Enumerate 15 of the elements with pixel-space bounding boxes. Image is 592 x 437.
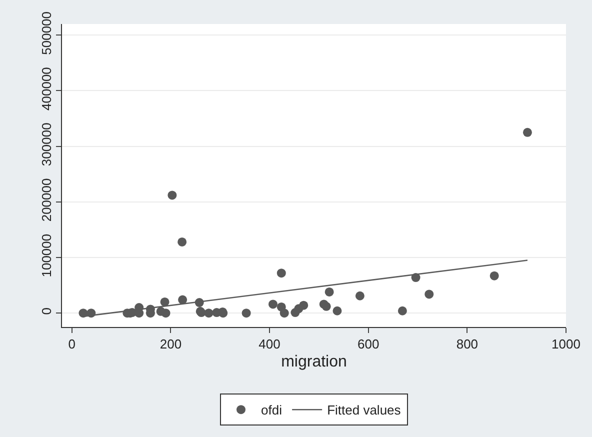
y-tick-label: 100000 xyxy=(38,234,54,278)
y-tick-label: 200000 xyxy=(38,178,54,222)
y-tick-label: 400000 xyxy=(38,67,54,110)
x-tick-label: 600 xyxy=(358,336,380,352)
x-tick-label: 400 xyxy=(258,336,280,352)
x-tick-label: 200 xyxy=(160,336,182,352)
legend-label: ofdi xyxy=(261,402,282,418)
x-tick-label: 0 xyxy=(68,336,76,352)
y-tick-label: 300000 xyxy=(38,122,54,166)
x-tick-label: 1000 xyxy=(552,336,580,352)
x-tick-label: 800 xyxy=(456,336,478,352)
y-tick-label: 500000 xyxy=(38,11,54,55)
y-tick-label: 0 xyxy=(38,308,54,315)
x-axis-title: migration xyxy=(281,353,347,370)
legend-label: Fitted values xyxy=(327,402,402,418)
